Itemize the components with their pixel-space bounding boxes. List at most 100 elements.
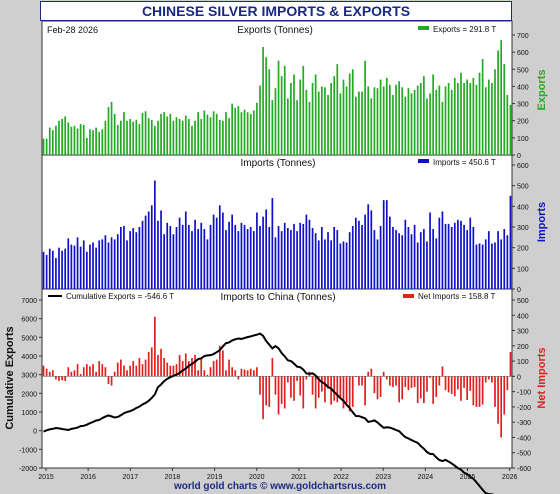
export-bar	[70, 126, 73, 155]
import-bar	[314, 233, 317, 289]
export-bar	[472, 77, 475, 155]
net-import-bar	[382, 371, 385, 377]
import-bar	[410, 234, 413, 289]
export-bar	[370, 98, 373, 155]
exports-axis-tick-label: 700	[517, 33, 529, 40]
net-import-bar	[475, 376, 478, 407]
export-bar	[478, 72, 481, 155]
import-bar	[503, 229, 506, 289]
net-import-bar	[157, 354, 159, 377]
x-axis-tick-label: 2018	[165, 474, 181, 481]
export-bar	[317, 91, 320, 155]
net-import-bar	[450, 376, 453, 394]
net-import-bar	[333, 376, 336, 401]
import-bar	[101, 239, 104, 289]
import-bar	[76, 237, 79, 289]
net-import-bar	[218, 345, 221, 377]
exports-axis-tick-label: 600	[517, 50, 529, 57]
net-import-bar	[447, 376, 450, 393]
net-import-bar	[481, 376, 484, 405]
export-bar	[188, 119, 190, 155]
import-bar	[389, 216, 391, 289]
import-bar	[79, 246, 82, 289]
panel-2-background	[41, 154, 513, 290]
net-import-bar	[478, 376, 481, 407]
import-bar	[478, 243, 481, 289]
export-bar	[290, 83, 292, 155]
net-import-bar	[206, 374, 209, 377]
export-bar	[85, 137, 88, 155]
import-bar	[184, 211, 187, 289]
import-bar	[407, 227, 410, 289]
net-import-bar	[126, 370, 128, 377]
import-bar	[339, 243, 342, 289]
export-bar	[404, 96, 407, 155]
net-import-bar	[466, 376, 469, 401]
net-import-bar	[265, 376, 268, 406]
export-bar	[119, 120, 122, 155]
net-import-bar	[339, 376, 342, 398]
export-bar	[110, 101, 113, 155]
cumulative-exports-line	[43, 332, 495, 494]
import-bar	[147, 211, 150, 289]
export-bar	[157, 120, 159, 155]
import-bar	[401, 235, 404, 289]
net-import-bar	[110, 376, 113, 386]
import-bar	[302, 223, 305, 289]
net-import-bar	[212, 361, 215, 377]
net-import-bar	[160, 348, 162, 377]
import-bar	[188, 224, 190, 289]
import-bar	[166, 222, 169, 289]
x-axis-tick-label: 2026	[502, 474, 518, 481]
import-bar	[392, 227, 394, 289]
net-import-bar	[256, 367, 258, 377]
export-bar	[166, 116, 169, 155]
cumulative-axis-tick-label: 2000	[21, 391, 37, 398]
export-bar	[429, 93, 431, 155]
date-label: Feb-28 2026	[47, 25, 98, 35]
net-import-bar	[361, 376, 363, 386]
import-bar	[345, 242, 348, 289]
import-bar	[132, 228, 135, 289]
import-bar	[92, 242, 94, 289]
import-bar	[169, 225, 172, 289]
net-import-bar	[225, 370, 227, 377]
page-title: CHINESE SILVER IMPORTS & EXPORTS	[40, 1, 512, 21]
net-axis-tick-label: -400	[517, 435, 531, 442]
net-import-bar	[64, 376, 67, 381]
net-import-bar	[55, 376, 57, 380]
net-import-bar	[398, 376, 400, 403]
net-import-bar	[376, 376, 379, 400]
net-import-bar	[299, 376, 302, 396]
net-import-bar	[85, 364, 88, 377]
export-bar	[51, 130, 54, 155]
export-bar	[48, 127, 51, 155]
net-axis-tick-label: 0	[517, 374, 521, 381]
import-bar	[296, 231, 298, 289]
net-import-bar	[503, 376, 506, 415]
net-axis-tick-label: -300	[517, 420, 531, 427]
import-bar	[506, 235, 509, 289]
import-bar	[55, 258, 57, 289]
import-bar	[252, 231, 255, 289]
import-bar	[218, 205, 221, 289]
export-bar	[209, 117, 212, 155]
export-bar	[324, 87, 326, 155]
net-axis-label: Net Imports	[536, 347, 548, 408]
import-bar	[209, 224, 212, 289]
import-bar	[438, 217, 441, 289]
net-import-bar	[460, 376, 462, 401]
import-bar	[160, 210, 162, 289]
import-bar	[157, 220, 159, 289]
import-bar	[317, 240, 320, 289]
net-import-bar	[364, 376, 366, 406]
import-bar	[144, 215, 147, 289]
net-import-bar	[61, 376, 63, 381]
net-import-bar	[246, 370, 249, 377]
imports-axis-tick-label: 600	[517, 163, 529, 170]
cumulative-axis-tick-label: -2000	[19, 466, 37, 473]
import-bar	[487, 231, 490, 289]
net-import-bar	[438, 376, 441, 386]
import-bar	[150, 205, 153, 289]
